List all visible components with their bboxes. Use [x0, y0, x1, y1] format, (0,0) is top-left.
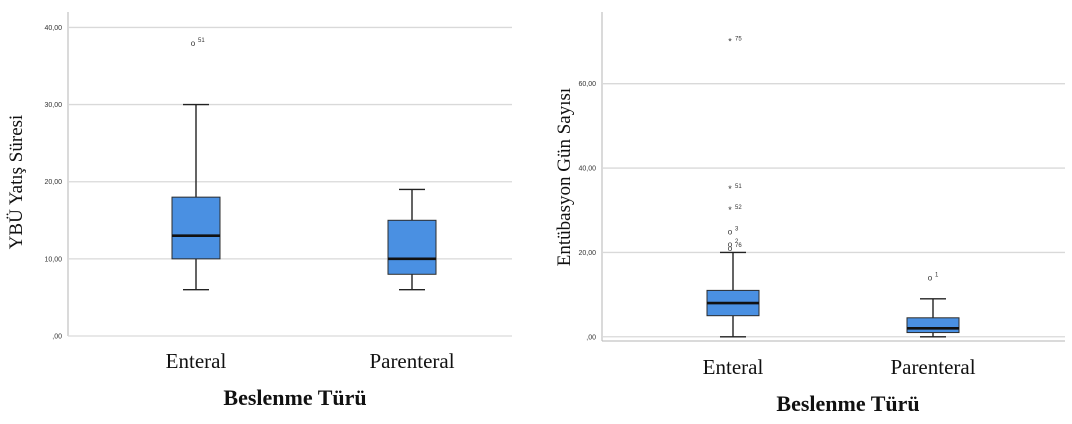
y-tick-label: 20,00	[44, 179, 62, 186]
outlier-label: 1	[935, 273, 939, 279]
y-tick-label: 20,00	[578, 250, 596, 257]
iqr-box	[171, 196, 221, 260]
extreme-outlier-marker: *	[728, 205, 732, 215]
x-tick-label: Parenteral	[890, 355, 975, 379]
extreme-outlier-marker: *	[728, 37, 732, 47]
outlier-label: 51	[198, 38, 205, 44]
y-tick-label: 30,00	[44, 102, 62, 109]
outlier-label: 52	[735, 205, 742, 211]
iqr-box	[387, 219, 437, 275]
x-axis-title: Beslenme Türü	[776, 391, 919, 416]
outlier-label: 51	[735, 184, 742, 190]
outlier-marker: o	[728, 240, 733, 249]
y-tick-label: ,00	[52, 334, 62, 341]
outlier-marker: o	[191, 39, 196, 48]
y-tick-label: 60,00	[578, 81, 596, 88]
outlier-marker: o	[728, 227, 733, 236]
outlier-label: 75	[735, 37, 742, 43]
y-tick-label: ,00	[586, 334, 596, 341]
iqr-box	[906, 317, 960, 334]
y-tick-label: 40,00	[44, 25, 62, 32]
outlier-marker: o	[728, 244, 733, 253]
x-tick-label: Parenteral	[369, 349, 454, 373]
outlier-label: 2	[735, 239, 739, 245]
y-tick-label: 40,00	[578, 166, 596, 173]
y-axis-title: YBÜ Yatış Süresi	[6, 115, 27, 250]
y-axis-title: Entübasyon Gün Sayısı	[554, 88, 575, 266]
outlier-label: 3	[735, 226, 739, 232]
x-tick-label: Enteral	[166, 349, 227, 373]
extreme-outlier-marker: *	[728, 184, 732, 194]
outlier-marker: o	[928, 274, 933, 283]
y-tick-label: 10,00	[44, 256, 62, 263]
x-axis-title: Beslenme Türü	[223, 385, 366, 410]
x-tick-label: Enteral	[703, 355, 764, 379]
outlier-label: 76	[735, 243, 742, 249]
